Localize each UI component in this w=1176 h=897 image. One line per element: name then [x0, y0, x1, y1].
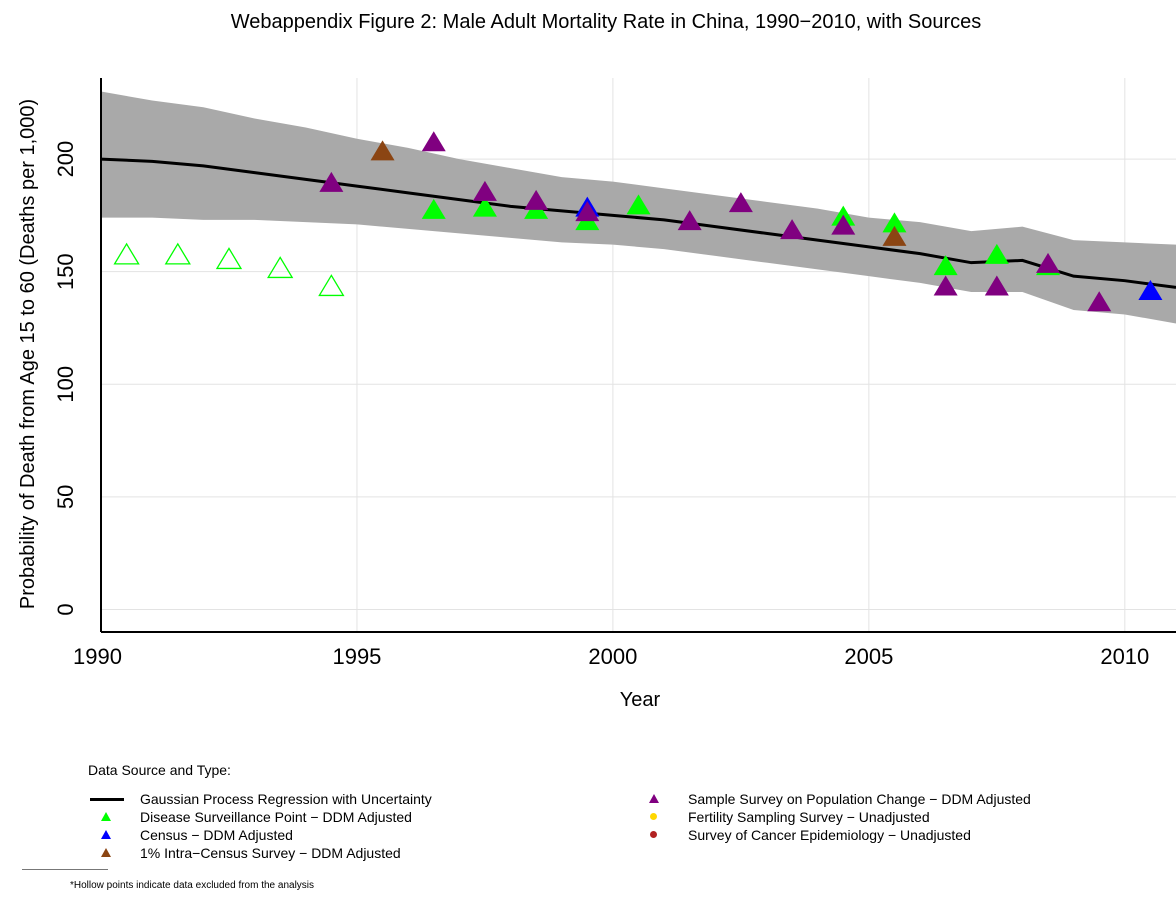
data-point-triangle [933, 275, 958, 296]
data-point-triangle [421, 198, 446, 219]
data-point-hollow-triangle [164, 242, 191, 265]
data-point-triangle [626, 194, 651, 215]
data-point-triangle [933, 255, 958, 276]
y-tick-label: 200 [53, 141, 78, 178]
data-point-triangle [421, 131, 446, 152]
x-tick-label: 1995 [332, 644, 381, 669]
legend-triangle-symbol [649, 794, 659, 803]
data-point-triangle [882, 225, 907, 246]
data-point-triangle [1036, 252, 1061, 273]
data-point-triangle [472, 180, 497, 201]
legend-label: Survey of Cancer Epidemiology − Unadjust… [688, 827, 971, 843]
data-point-hollow-triangle [113, 242, 140, 265]
legend-dot-symbol [650, 831, 657, 838]
legend-line-symbol [90, 798, 124, 801]
y-tick-label: 100 [53, 366, 78, 403]
chart-title: Webappendix Figure 2: Male Adult Mortali… [231, 11, 982, 33]
legend-dot-symbol [650, 813, 657, 820]
data-point-triangle [677, 210, 702, 231]
legend-label: Fertility Sampling Survey − Unadjusted [688, 809, 930, 825]
data-point-hollow-triangle [267, 256, 294, 279]
data-point-triangle [319, 171, 344, 192]
data-point-triangle [472, 196, 497, 217]
legend-title: Data Source and Type: [88, 762, 231, 778]
footnote: *Hollow points indicate data excluded fr… [70, 880, 315, 891]
legend-label: 1% Intra−Census Survey − DDM Adjusted [140, 845, 401, 861]
legend-label: Disease Surveillance Point − DDM Adjuste… [140, 809, 412, 825]
y-tick-label: 50 [53, 485, 78, 509]
data-point-hollow-triangle [215, 247, 243, 270]
x-tick-label: 2000 [588, 644, 637, 669]
data-point-triangle [728, 192, 753, 213]
y-tick-label: 0 [53, 603, 78, 615]
data-point-triangle [1138, 279, 1163, 300]
y-tick-label: 150 [53, 253, 78, 290]
legend-label: Sample Survey on Population Change − DDM… [688, 791, 1031, 807]
x-tick-label: 2010 [1100, 644, 1149, 669]
chart: Webappendix Figure 2: Male Adult Mortali… [17, 11, 1176, 711]
x-tick-label: 1990 [73, 644, 122, 669]
data-point-triangle [1087, 291, 1112, 312]
footnote-divider [22, 869, 108, 870]
data-point-triangle [831, 214, 856, 235]
data-point-triangle [984, 275, 1009, 296]
x-tick-label: 2005 [844, 644, 893, 669]
data-point-triangle [575, 201, 600, 222]
legend-triangle-symbol [101, 812, 111, 821]
legend-triangle-symbol [101, 848, 111, 857]
x-axis-label: Year [620, 689, 661, 711]
data-point-triangle [882, 212, 907, 233]
legend-label: Census − DDM Adjusted [140, 827, 293, 843]
legend-label: Gaussian Process Regression with Uncerta… [140, 791, 432, 807]
legend-triangle-symbol [101, 830, 111, 839]
data-point-triangle [984, 243, 1009, 264]
data-point-triangle [370, 140, 395, 161]
data-point-hollow-triangle [318, 274, 345, 297]
data-point-triangle [780, 219, 805, 240]
y-axis-label: Probability of Death from Age 15 to 60 (… [17, 99, 39, 609]
plot-area: 1990 1995 2000 2005 2010 0 50 100 150 200 [53, 78, 1176, 669]
data-point-triangle [524, 189, 549, 210]
